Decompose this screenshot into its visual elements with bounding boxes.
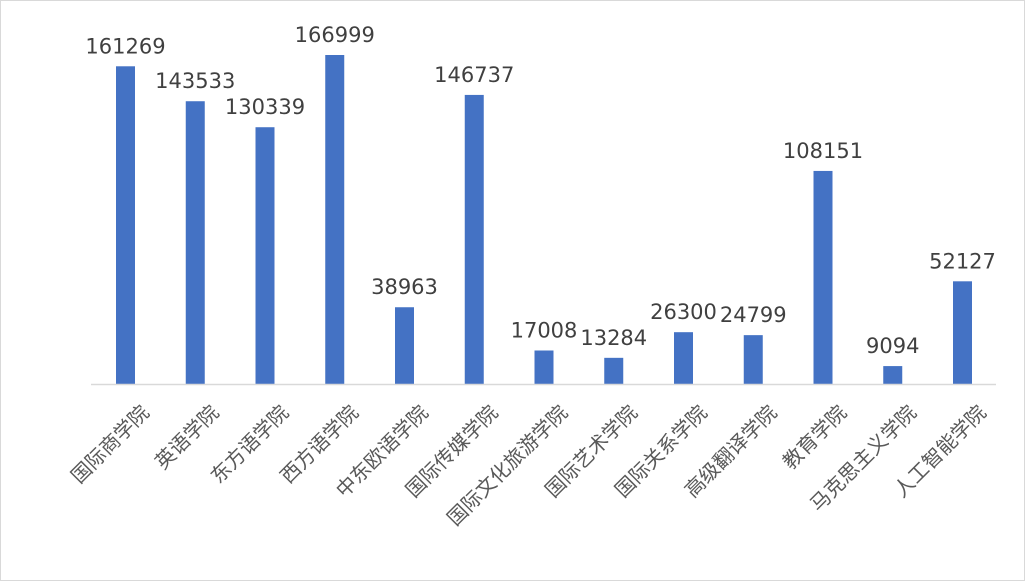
data-label: 130339 <box>225 95 305 119</box>
bar <box>395 307 414 384</box>
bar <box>743 335 763 384</box>
bar <box>325 55 345 384</box>
bar <box>464 94 484 384</box>
bar <box>604 357 624 384</box>
data-label: 9094 <box>866 334 919 358</box>
data-label: 17008 <box>511 318 578 342</box>
category-tick-label: 国际文化旅游学院 <box>442 400 572 530</box>
data-label: 38963 <box>371 275 438 299</box>
bars-group <box>116 55 972 384</box>
bar <box>185 101 205 384</box>
category-tick-label: 国际商学院 <box>66 400 154 488</box>
data-label: 161269 <box>85 34 165 58</box>
bar <box>883 366 903 384</box>
bar <box>674 332 693 384</box>
bar <box>255 127 275 384</box>
bar <box>116 66 135 384</box>
category-labels-group: 国际商学院英语学院东方语学院西方语学院中东欧语学院国际传媒学院国际文化旅游学院国… <box>66 400 991 530</box>
data-label: 26300 <box>650 300 717 324</box>
data-label: 143533 <box>155 69 235 93</box>
data-label: 108151 <box>783 139 863 163</box>
bar <box>813 170 833 384</box>
data-label: 24799 <box>720 303 787 327</box>
bar <box>953 281 972 384</box>
bar <box>534 350 554 384</box>
data-label: 13284 <box>580 326 647 350</box>
data-label: 166999 <box>295 23 375 47</box>
data-label: 146737 <box>434 63 514 87</box>
data-label: 52127 <box>929 249 996 273</box>
